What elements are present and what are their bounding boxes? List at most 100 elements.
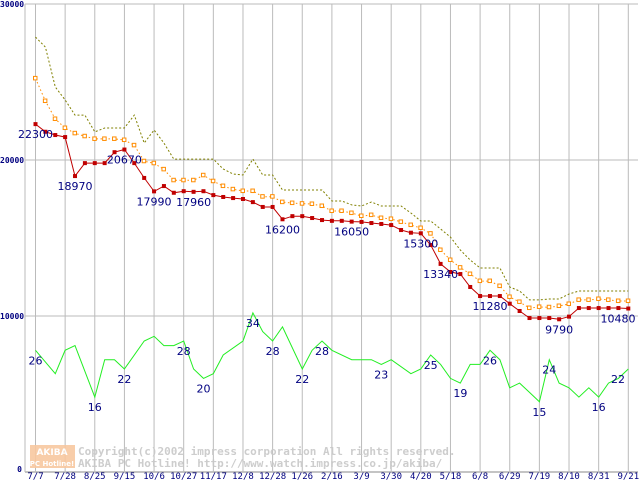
data-point-min [132,161,137,166]
data-point-average [131,142,137,148]
x-tick-label: 1/26 [291,472,313,480]
data-point-min [142,175,147,180]
data-label-count: 28 [177,345,191,358]
data-point-min [527,316,532,321]
data-point-min [53,133,58,138]
data-point-average [576,297,581,302]
data-label-count: 16 [592,401,606,414]
data-label-count: 22 [611,373,625,386]
data-point-min [408,230,413,235]
data-point-average [33,75,38,81]
data-label-count: 23 [374,368,388,381]
data-point-min [221,194,226,199]
data-point-average [398,219,404,224]
x-tick-label: 7/19 [529,472,551,480]
data-point-average [457,265,463,270]
data-point-min [379,221,384,226]
data-label-min: 16200 [265,223,300,236]
copyright-text: Copyright(c)2002 impress corporation All… [78,445,456,458]
data-point-min [191,189,196,194]
logo-text-bottom: PC Hotline! [30,460,74,468]
x-tick-label: 9/15 [114,472,136,480]
data-label-min: 20670 [107,154,142,167]
data-label-count: 24 [542,364,556,377]
data-point-average [536,304,542,309]
data-point-average [250,188,255,194]
x-tick-label: 3/9 [353,472,369,480]
data-point-min [428,243,433,248]
data-point-min [329,218,334,223]
data-point-average [447,257,453,262]
data-point-average [230,186,236,192]
data-label-count: 26 [29,354,43,367]
data-point-average [181,177,186,183]
data-label-min: 11280 [472,300,507,313]
x-tick-label: 7/7 [27,472,43,480]
data-label-count: 20 [196,382,210,395]
logo-box [30,445,75,468]
data-point-min [438,261,443,266]
data-point-average [151,160,157,166]
x-tick-label: 8/25 [84,472,106,480]
data-label-count: 22 [295,373,309,386]
data-point-average [586,297,591,302]
data-point-min [557,317,562,322]
data-point-min [290,214,295,219]
x-tick-label: 6/29 [499,472,521,480]
watermark: AKIBA PC Hotline! Copyright(c)2002 impre… [30,445,456,470]
data-label-min: 16050 [334,226,369,239]
data-point-average [92,136,97,141]
data-label-min: 18970 [58,180,93,193]
data-point-average [556,303,562,309]
data-label-min: 15300 [403,237,438,250]
data-point-min [567,314,572,319]
site-url-text: AKIBA PC Hotline! http://www.watch.impre… [78,457,443,470]
data-point-average [497,283,502,289]
data-point-min [448,270,453,275]
data-label-count: 28 [266,345,280,358]
data-point-min [260,204,265,209]
data-point-average [270,194,275,199]
data-point-average [507,294,512,299]
data-label-min: 13340 [423,268,458,281]
data-point-average [171,177,176,183]
data-point-average [517,299,522,304]
data-point-min [507,301,512,306]
data-label-count: 25 [424,359,438,372]
y-tick-label: 20000 [0,156,24,165]
data-point-average [368,212,374,218]
data-point-average [408,222,413,228]
data-point-min [320,218,325,223]
series [33,36,631,403]
y-tick-label: 10000 [0,312,24,321]
series-line-count [35,311,629,403]
data-point-min [82,161,87,166]
data-label-min: 9790 [545,323,573,336]
data-point-average [625,298,631,304]
data-point-average [615,298,621,304]
x-tick-label: 4/20 [410,472,432,480]
data-point-average [280,199,285,205]
data-point-min [458,272,463,277]
data-point-min [240,197,245,201]
data-label-count: 28 [315,345,329,358]
data-point-average [112,136,117,141]
data-point-average [438,247,443,253]
grid [24,3,638,473]
data-point-min [73,174,78,179]
data-point-average [339,208,344,214]
x-tick-label: 10/6 [143,472,165,480]
data-point-average [82,133,87,139]
data-point-min [547,316,552,321]
data-point-min [201,189,206,194]
data-point-average [289,200,295,206]
x-tick-label: 7/28 [54,472,76,480]
x-tick-label: 5/18 [440,472,462,480]
data-point-average [566,301,572,306]
data-point-min [310,216,315,221]
x-tick-label: 6/8 [472,472,488,480]
data-point-min [33,122,38,127]
data-point-min [63,135,68,140]
